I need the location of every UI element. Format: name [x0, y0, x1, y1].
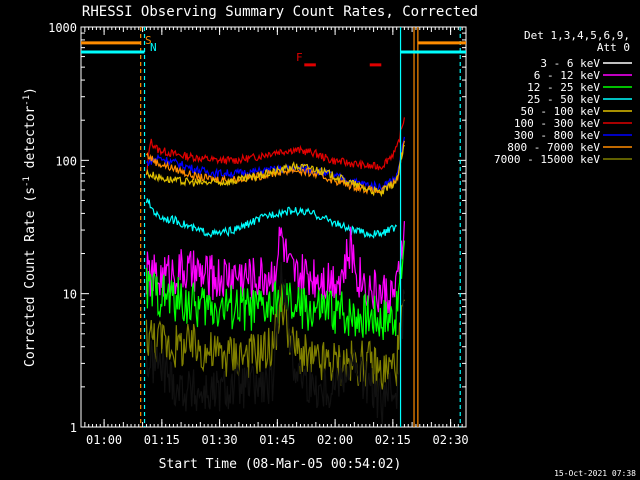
x-tick-label: 02:00	[317, 433, 353, 447]
x-tick-label: 01:45	[259, 433, 295, 447]
legend-label: 12 - 25 keV	[527, 81, 600, 94]
x-tick-label: 02:30	[433, 433, 469, 447]
series-line	[145, 144, 405, 198]
y-axis-ticks: 1 10 100 1000	[48, 21, 466, 435]
x-tick-label: 02:15	[375, 433, 411, 447]
x-axis-ticks: 01:00 01:15 01:30 01:45 02:00 02:15 02:30	[84, 27, 469, 447]
legend-label: 50 - 100 keV	[521, 105, 601, 118]
series-line	[145, 262, 405, 426]
y-axis-label: Corrected Count Rate (s-1 detector-1)	[22, 87, 38, 367]
series-line	[145, 240, 405, 341]
x-axis-label: Start Time (08-Mar-05 00:54:02)	[159, 457, 402, 472]
x-tick-label: 01:00	[86, 433, 122, 447]
legend-label: 7000 - 15000 keV	[494, 153, 600, 166]
legend-header-1: Det 1,3,4,5,6,9,	[524, 29, 630, 42]
y-tick-label: 10	[63, 288, 77, 302]
flare-marker: F	[296, 51, 303, 64]
footer-date: 15-Oct-2021 07:38	[554, 469, 636, 478]
saa-marker: S	[145, 34, 152, 47]
night-marker: N	[150, 41, 157, 54]
legend-label: 100 - 300 keV	[514, 117, 600, 130]
x-tick-label: 01:15	[144, 433, 180, 447]
series-group	[145, 117, 405, 426]
chart-title: RHESSI Observing Summary Count Rates, Co…	[82, 4, 478, 20]
legend-label: 6 - 12 keV	[534, 69, 601, 82]
legend-label: 800 - 7000 keV	[507, 141, 600, 154]
series-line	[145, 198, 398, 239]
legend-label: 25 - 50 keV	[527, 93, 600, 106]
y-tick-label: 1000	[48, 21, 77, 35]
series-line	[145, 117, 405, 176]
y-tick-label: 100	[55, 154, 77, 168]
legend-label: 3 - 6 keV	[540, 57, 600, 70]
status-bars	[81, 41, 466, 67]
y-tick-label: 1	[70, 421, 77, 435]
region-lines	[140, 27, 461, 427]
series-line	[145, 283, 405, 393]
legend-header-2: Att 0	[597, 41, 630, 54]
x-tick-label: 01:30	[202, 433, 238, 447]
legend-label: 300 - 800 keV	[514, 129, 600, 142]
